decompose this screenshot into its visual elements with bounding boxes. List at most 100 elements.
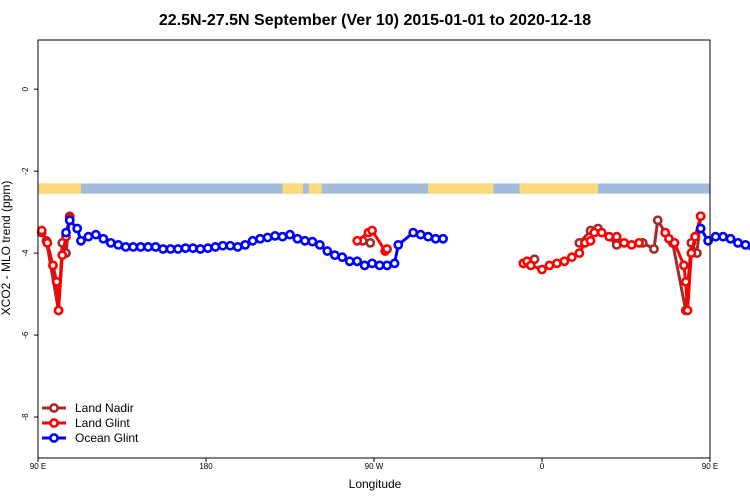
land-glint-point-20 <box>566 252 577 263</box>
land-glint-point-33 <box>669 237 680 248</box>
land-segment-1 <box>282 183 304 194</box>
legend-label-land-glint: Land Glint <box>75 416 130 430</box>
ocean-glint-point-8 <box>113 240 124 250</box>
ocean-glint-point-9 <box>120 242 131 252</box>
legend-marker-ocean-glint <box>49 433 59 443</box>
land-glint-point-39 <box>695 211 706 222</box>
ocean-glint-point-10 <box>128 242 139 252</box>
land-segment-3 <box>428 183 494 194</box>
land-glint-point-25 <box>596 227 607 238</box>
land-glint-point-28 <box>619 237 630 248</box>
x-tick-label-1: 180 <box>199 462 213 471</box>
ocean-glint-point-19 <box>195 244 206 254</box>
land-glint-point-19 <box>559 256 570 267</box>
ocean-glint-point-4 <box>83 231 94 242</box>
land-glint-point-23 <box>585 235 596 246</box>
legend-label-land-nadir: Land Nadir <box>75 401 134 415</box>
ocean-glint-point-11 <box>135 242 146 252</box>
land-segment-2 <box>308 183 322 194</box>
land-glint-point-16 <box>537 264 547 275</box>
land-segment-4 <box>519 183 598 194</box>
land-segment-0 <box>38 183 81 194</box>
ocean-glint-point-56 <box>725 233 736 244</box>
ocean-glint-point-18 <box>188 243 198 254</box>
land-glint-point-21 <box>574 248 585 258</box>
ocean-glint-point-42 <box>367 258 378 269</box>
ocean-glint-point-21 <box>210 242 221 252</box>
ocean-glint-point-0 <box>61 227 71 238</box>
series-layer <box>36 211 750 316</box>
ocean-glint-point-6 <box>98 233 109 244</box>
y-tick-label-0: 0 <box>21 86 30 91</box>
ocean-glint-point-36 <box>322 246 333 256</box>
ocean-glint-point-50 <box>430 233 441 244</box>
ocean-glint-point-16 <box>173 244 183 254</box>
land-glint-point-26 <box>604 231 615 242</box>
land-glint-point-12 <box>382 244 392 254</box>
ocean-glint-point-23 <box>225 240 236 251</box>
ocean-glint-point-51 <box>438 233 448 244</box>
ocean-glint-point-45 <box>389 258 400 269</box>
x-tick-label-4: 90 E <box>702 462 718 471</box>
axes: 90 E 180 90 W 0 90 E 0 -2 -4 -6 -8 <box>21 39 718 471</box>
ocean-glint-point-7 <box>105 237 116 248</box>
ocean-glint-point-5 <box>90 229 101 240</box>
land-glint-point-3 <box>51 276 62 287</box>
ocean-glint-point-29 <box>270 230 280 241</box>
land-glint-point-5 <box>57 250 68 261</box>
land-glint-point-15 <box>525 260 536 271</box>
ocean-glint-point-13 <box>150 242 161 252</box>
land-nadir-point-13 <box>611 240 622 250</box>
land-glint-point-24 <box>589 227 600 238</box>
legend-marker-land-glint <box>49 418 59 428</box>
ocean-glint-point-1 <box>64 215 75 226</box>
ocean-glint-point-57 <box>733 237 743 248</box>
land-glint-point-34 <box>678 260 689 271</box>
x-tick-label-2: 90 W <box>365 462 384 471</box>
x-axis-label: Longitude <box>349 477 402 491</box>
land-glint-point-27 <box>611 231 622 242</box>
ocean-band <box>38 183 710 194</box>
land-nadir-point-15 <box>649 244 659 254</box>
ocean-glint-point-26 <box>247 235 258 246</box>
ocean-glint-point-35 <box>314 240 325 250</box>
land-glint-point-8 <box>352 235 363 246</box>
y-tick-label-3: -6 <box>21 331 30 339</box>
ocean-glint-point-38 <box>337 252 348 263</box>
ocean-glint-point-43 <box>374 260 385 271</box>
ocean-glint-point-20 <box>202 243 213 254</box>
ocean-glint-point-33 <box>300 235 310 246</box>
ocean-glint-point-22 <box>217 240 228 251</box>
ocean-glint-point-55 <box>718 231 728 242</box>
ocean-glint-point-3 <box>76 235 86 246</box>
y-axis-label: XCO2 - MLO trend (ppm) <box>0 181 13 316</box>
ocean-glint-point-12 <box>143 242 154 252</box>
legend-marker-land-nadir <box>49 403 59 413</box>
ocean-glint-point-44 <box>382 260 392 271</box>
x-tick-label-3: 0 <box>540 462 545 471</box>
land-nadir-point-7 <box>365 237 376 248</box>
land-glint-point-37 <box>686 248 697 258</box>
land-ocean-mask <box>38 183 710 194</box>
ocean-glint-point-54 <box>710 231 721 242</box>
land-glint-point-36 <box>682 305 693 316</box>
y-tick-label-2: -4 <box>21 249 30 257</box>
land-nadir-point-16 <box>652 215 663 226</box>
land-glint-point-0 <box>36 225 47 236</box>
ocean-glint-point-37 <box>329 250 340 261</box>
ocean-glint-point-58 <box>740 240 750 250</box>
y-tick-label-4: -8 <box>21 413 30 421</box>
ocean-glint-point-40 <box>352 256 363 267</box>
ocean-glint-point-41 <box>359 260 370 271</box>
ocean-glint-point-2 <box>72 223 83 234</box>
ocean-glint-point-52 <box>695 223 706 234</box>
land-glint-point-2 <box>48 260 58 271</box>
ocean-glint-point-14 <box>158 244 168 254</box>
legend-label-ocean-glint: Ocean Glint <box>75 431 139 445</box>
land-glint-point-17 <box>544 260 555 271</box>
ocean-glint-point-27 <box>255 233 266 244</box>
ocean-glint-point-28 <box>262 232 273 243</box>
ocean-glint-point-31 <box>285 229 295 240</box>
